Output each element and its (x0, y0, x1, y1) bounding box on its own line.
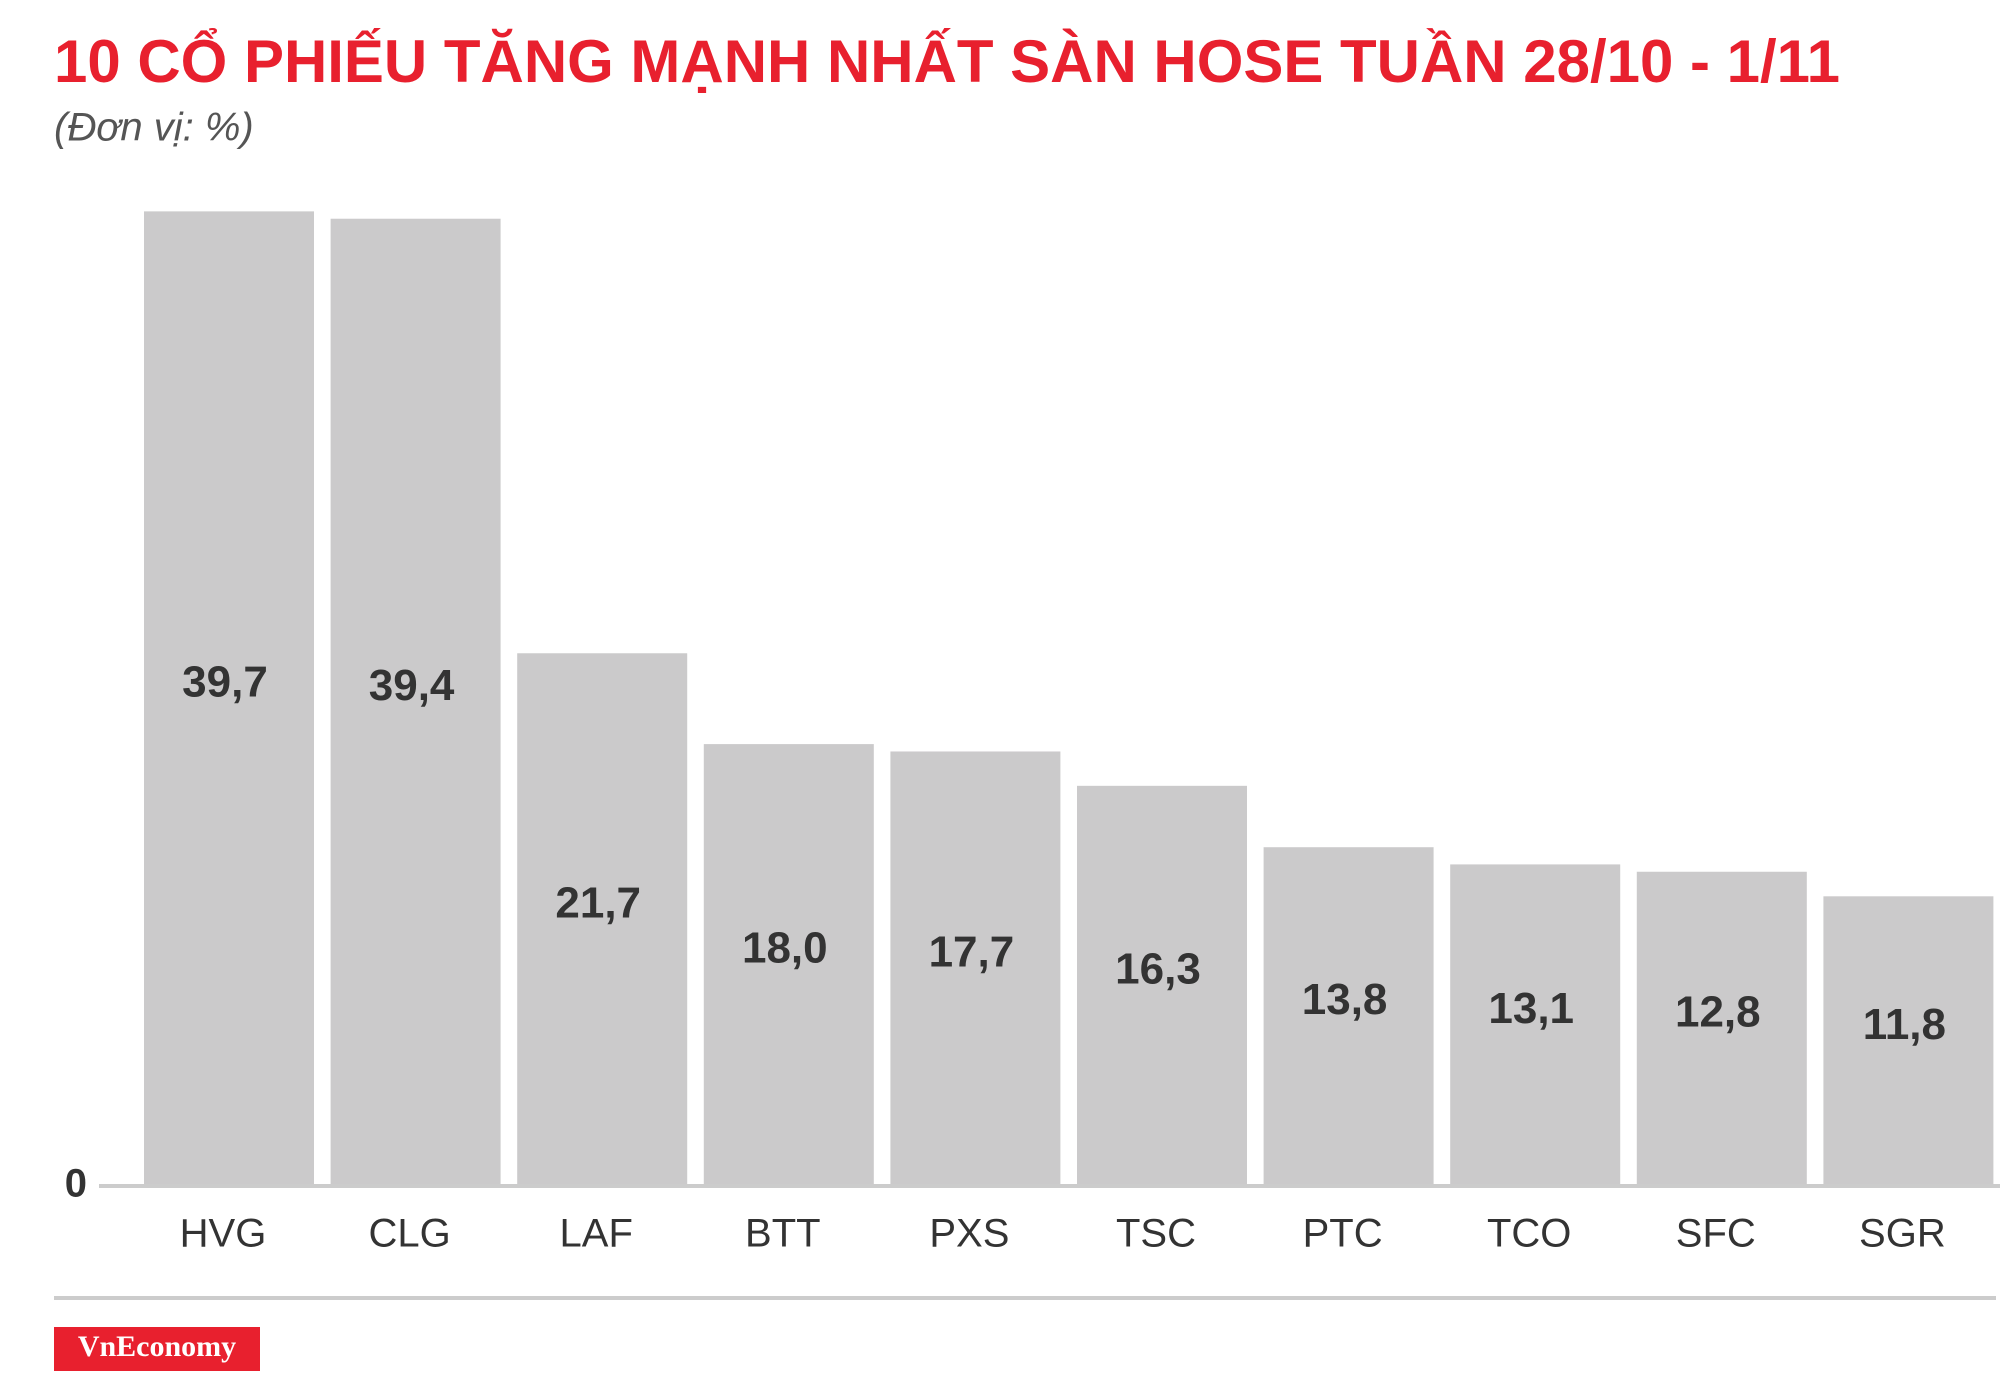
x-tick-label: LAF (560, 1212, 633, 1256)
value-label: 13,8 (1302, 975, 1388, 1024)
x-tick-label: SGR (1859, 1212, 1946, 1256)
bar (1823, 896, 1994, 1186)
x-tick-label: PTC (1303, 1212, 1383, 1256)
x-tick-label: SFC (1676, 1212, 1756, 1256)
value-label: 21,7 (555, 878, 641, 927)
value-label: 39,4 (369, 661, 455, 710)
value-label: 39,7 (182, 657, 268, 706)
bar (1263, 847, 1434, 1186)
bar (703, 744, 874, 1186)
value-label: 17,7 (929, 927, 1015, 976)
chart-subtitle: (Đơn vị: %) (54, 106, 254, 150)
x-tick-label: BTT (745, 1212, 821, 1256)
y-tick-label: 0 (65, 1162, 87, 1206)
x-tick-label: TCO (1487, 1212, 1571, 1256)
x-tick-label: HVG (180, 1212, 267, 1256)
value-label: 18,0 (742, 924, 828, 973)
logo-box (54, 1327, 260, 1371)
bar (890, 751, 1061, 1186)
x-tick-label: CLG (368, 1212, 450, 1256)
value-label: 11,8 (1863, 1000, 1946, 1049)
bar (517, 653, 688, 1186)
bar (1636, 871, 1807, 1186)
value-label: 12,8 (1675, 988, 1761, 1037)
value-label: 13,1 (1488, 984, 1574, 1033)
bar (330, 218, 501, 1187)
bar (1450, 864, 1621, 1186)
x-tick-label: TSC (1116, 1212, 1196, 1256)
chart-title: 10 CỔ PHIẾU TĂNG MẠNH NHẤT SÀN HOSE TUẦN… (54, 28, 1840, 95)
x-tick-label: PXS (929, 1212, 1009, 1256)
bar (1077, 785, 1247, 1186)
bar (144, 211, 314, 1187)
value-label: 16,3 (1115, 945, 1201, 994)
logo-text: VnEconomy (78, 1330, 236, 1363)
